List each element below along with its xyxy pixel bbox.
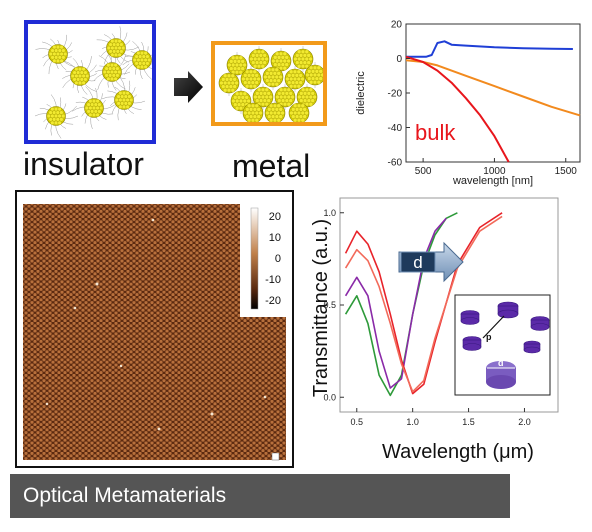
colorbar-tick-20: 20 [269,211,281,223]
colorbar-tick-10: 10 [269,232,281,244]
right-arrow-icon [174,71,203,103]
insulator-panel [24,20,156,144]
colorbar-tick-minus10: -10 [265,274,281,286]
nanodisk-inset: p d [454,294,551,396]
bulk-annotation: bulk [415,120,456,145]
footer-bar [10,474,510,518]
dielectric-chart: 500 1000 1500 20 0 -20 -40 -60 wavelength [nm]… [355,20,581,187]
nanoparticle [84,98,104,118]
dielectric-x-axis-label: wavelength [nm] [452,175,533,187]
dielectric-y-axis-label: dielectric [355,71,367,115]
series-line-1 [406,40,573,58]
footer-title: Optical Metamaterials [23,484,227,507]
y-tick-label: 20 [391,20,403,31]
nanoparticle [106,38,126,58]
x-tick-label: 1.5 [462,417,475,427]
nanoparticle [132,50,152,70]
nanoparticle [242,102,264,122]
metal-label: metal [232,148,311,184]
nanoparticle [262,66,284,88]
nanoparticle [284,68,306,90]
afm-lattice-region [23,204,286,460]
nanoparticle [46,106,66,126]
y-tick-label: -40 [388,123,403,134]
nanoparticle [226,54,248,76]
y-tick-label: 1.0 [323,208,336,218]
y-tick-label: 0 [396,54,402,65]
series-line-3 [405,55,510,163]
y-tick-label: -20 [388,89,403,100]
colorbar-tick-0: 0 [275,253,281,265]
afm-image: 20 10 0 -10 -20 [23,204,286,461]
nanoparticle [48,44,68,64]
shift-label: d [413,253,422,272]
scale-marker [271,452,280,461]
nanoparticle [292,48,314,70]
nanoparticle [70,66,90,86]
nanoparticle [270,50,292,72]
y-tick-label: 0.0 [323,392,336,402]
nanoparticle [218,72,240,94]
inset-label-p: p [486,332,492,342]
nanoparticle [264,102,286,122]
metal-panel [211,41,327,126]
x-tick-label: 1.0 [406,417,419,427]
nanoparticle [248,48,270,70]
x-tick-label: 2.0 [518,417,531,427]
y-tick-label: 0.5 [323,300,336,310]
afm-image-frame: 20 10 0 -10 -20 [15,190,294,468]
transmittance-y-axis-label: Transmittance (a.u.) [310,219,332,397]
transmittance-x-axis-label: Wavelength (μm) [382,441,534,463]
insulator-label: insulator [23,146,144,182]
x-tick-label: 500 [415,166,432,177]
colorbar-tick-minus20: -20 [265,295,281,307]
nanoparticle [252,86,274,108]
nanoparticle [114,90,134,110]
x-tick-label: 1000 [483,166,506,177]
nanoparticle [296,86,318,108]
nanoparticle [288,102,310,122]
nanoparticle [102,62,122,82]
nanoparticle [240,68,262,90]
x-tick-label: 0.5 [351,417,364,427]
packed-nanoparticles-illustration [218,46,323,122]
y-tick-label: -60 [388,158,403,169]
inset-label-d: d [498,358,504,368]
shift-arrow: d [398,241,464,283]
afm-colorbar [250,207,259,310]
transmittance-chart: 0.5 1.0 1.5 2.0 0.0 0.5 1.0 Wavelength (μm) T… [310,197,559,463]
dispersed-nanoparticles-illustration [34,26,152,139]
x-tick-label: 1500 [555,166,578,177]
nanoparticle [274,86,296,108]
nanoparticle [304,64,323,86]
series-line-2 [344,217,447,389]
